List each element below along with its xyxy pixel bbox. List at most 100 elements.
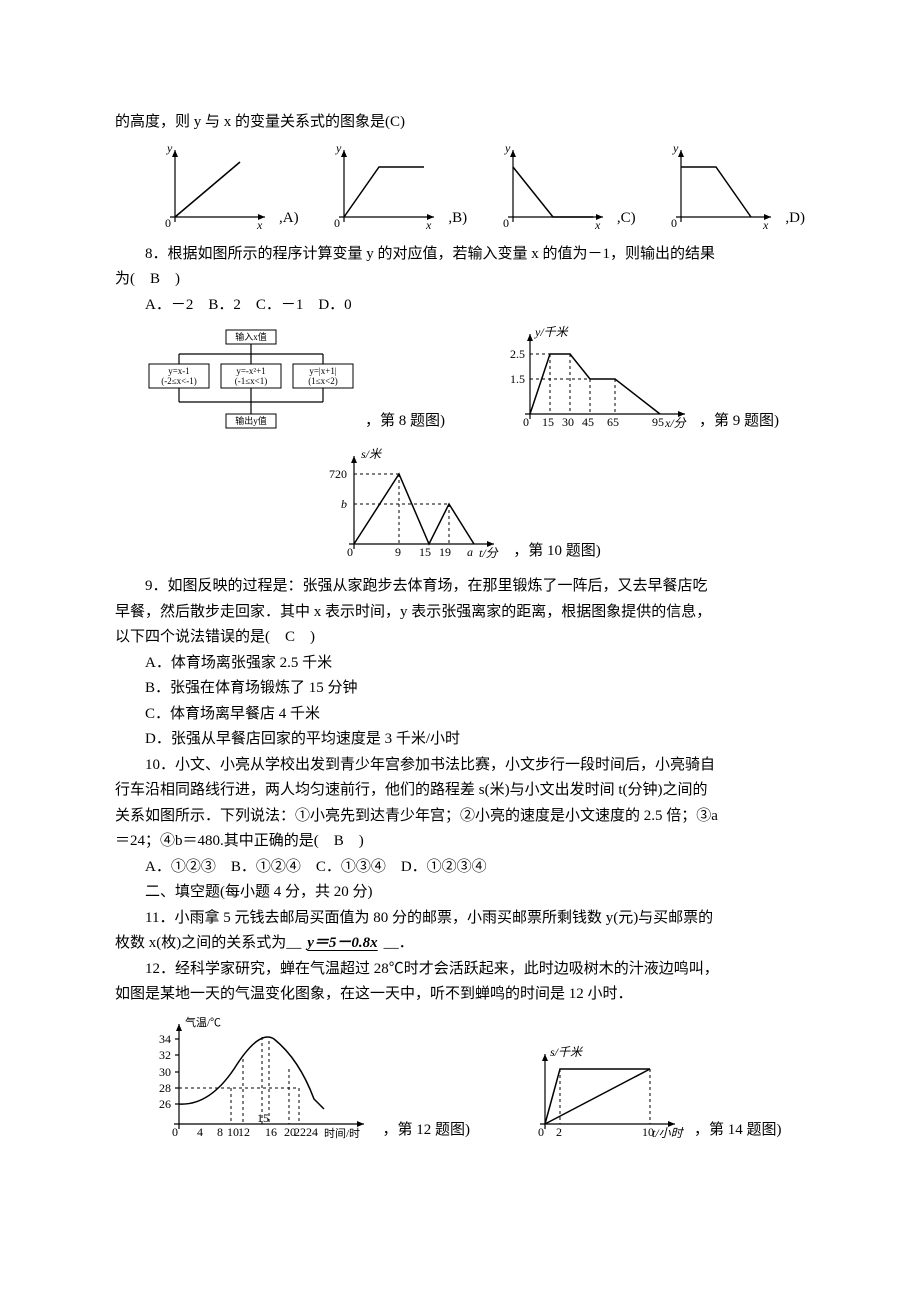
graph-d-caption: ,D) (785, 206, 805, 232)
q8-q9-figure-row: 输入x值 输出y值 y=x-1 (-2≤x<-1) y=-x²+1 (-1≤x<… (115, 324, 805, 434)
svg-text:30: 30 (159, 1065, 171, 1079)
q10-graph: s/米 t/分 720 b 0 9 15 19 a (319, 444, 509, 564)
svg-text:0: 0 (172, 1125, 178, 1139)
q12-x-label: 时间/时 (324, 1127, 360, 1140)
svg-text:10: 10 (642, 1125, 654, 1139)
q10-y-label: s/米 (361, 447, 383, 461)
q11-answer: y＝5－0.8x (301, 935, 383, 951)
flow-out: 输出y值 (235, 415, 267, 426)
svg-text:y=|x+1|: y=|x+1| (309, 366, 336, 376)
q8-figure-wrap: 输入x值 输出y值 y=x-1 (-2≤x<-1) y=-x²+1 (-1≤x<… (141, 324, 445, 434)
graph-c: y x 0 (493, 142, 613, 232)
panel-c: y x 0 ,C) (493, 142, 636, 232)
q9-opt-a: A．体育场离张强家 2.5 千米 (115, 651, 805, 677)
q7-choice-graphs: y x 0 ,A) y x 0 ,B) (155, 142, 805, 232)
q8-stem-1: 8．根据如图所示的程序计算变量 y 的对应值，若输入变量 x 的值为－1，则输出… (115, 242, 805, 268)
q10-stem-3: 关系如图所示．下列说法：①小亮先到达青少年宫；②小亮的速度是小文速度的 2.5 … (115, 804, 805, 830)
origin-label: 0 (165, 216, 171, 230)
svg-text:y: y (504, 142, 511, 155)
svg-text:19: 19 (439, 545, 451, 559)
q14-y-label: s/千米 (550, 1045, 584, 1059)
q9-figure-wrap: y/千米 x/分 2.5 1.5 0 15 30 45 65 (495, 324, 779, 434)
svg-text:(-2≤x<-1): (-2≤x<-1) (161, 376, 197, 386)
q12-stem-1: 12．经科学家研究，蝉在气温超过 28℃时才会活跃起来，此时边吸树木的汁液边鸣叫… (115, 957, 805, 983)
q12-caption: ，第 12 题图) (383, 1118, 471, 1144)
svg-text:9: 9 (395, 545, 401, 559)
q11-stem-2a: 枚数 x(枚)之间的关系式为__ (115, 935, 301, 951)
svg-text:x: x (425, 218, 432, 232)
q10-x-label: t/分 (479, 546, 499, 560)
graph-d: y x 0 (661, 142, 781, 232)
svg-text:15: 15 (542, 415, 554, 429)
svg-text:y=x-1: y=x-1 (168, 366, 190, 376)
svg-text:8: 8 (217, 1125, 223, 1139)
q14-figure-wrap: s/千米 t/小时 0 2 10 ，第 14 题图) (520, 1044, 782, 1144)
q12-y-label: 气温/℃ (185, 1015, 221, 1029)
q9-y-label: y/千米 (534, 325, 570, 339)
q10-options: A．①②③ B．①②④ C．①③④ D．①②③④ (115, 855, 805, 881)
q12-graph: 气温/℃ 时间/时 34 32 30 28 26 (139, 1014, 379, 1144)
q10-caption: ，第 10 题图) (513, 539, 601, 565)
svg-text:15: 15 (419, 545, 431, 559)
svg-text:y=-x²+1: y=-x²+1 (236, 366, 265, 376)
q11-stem-1: 11．小雨拿 5 元钱去邮局买面值为 80 分的邮票，小雨买邮票所剩钱数 y(元… (115, 906, 805, 932)
svg-text:0: 0 (503, 216, 509, 230)
y-label: y (166, 142, 173, 155)
graph-a-caption: ,A) (279, 206, 299, 232)
svg-text:0: 0 (334, 216, 340, 230)
svg-text:12: 12 (238, 1125, 250, 1139)
svg-text:65: 65 (607, 415, 619, 429)
panel-d: y x 0 ,D) (661, 142, 805, 232)
q12-q14-figure-row: 气温/℃ 时间/时 34 32 30 28 26 (115, 1014, 805, 1144)
svg-text:720: 720 (329, 467, 347, 481)
q14-graph: s/千米 t/小时 0 2 10 (520, 1044, 690, 1144)
flow-in: 输入x值 (235, 331, 267, 342)
svg-text:0: 0 (671, 216, 677, 230)
x-label: x (256, 218, 263, 232)
svg-text:y: y (672, 142, 679, 155)
svg-text:24: 24 (306, 1125, 318, 1139)
q10-figure-row: s/米 t/分 720 b 0 9 15 19 a ，第 10 题图) (115, 444, 805, 564)
section-2-heading: 二、填空题(每小题 4 分，共 20 分) (115, 880, 805, 906)
svg-text:0: 0 (347, 545, 353, 559)
svg-text:45: 45 (582, 415, 594, 429)
svg-text:15: 15 (257, 1111, 269, 1125)
q14-caption: ，第 14 题图) (694, 1118, 782, 1144)
svg-text:(1≤x<2): (1≤x<2) (308, 376, 338, 386)
q9-opt-c: C．体育场离早餐店 4 千米 (115, 702, 805, 728)
svg-text:34: 34 (159, 1032, 171, 1046)
q9-opt-d: D．张强从早餐店回家的平均速度是 3 千米/小时 (115, 727, 805, 753)
q9-opt-b: B．张强在体育场锻炼了 15 分钟 (115, 676, 805, 702)
q12-figure-wrap: 气温/℃ 时间/时 34 32 30 28 26 (139, 1014, 471, 1144)
panel-b: y x 0 ,B) (324, 142, 467, 232)
panel-a: y x 0 ,A) (155, 142, 299, 232)
svg-text:x: x (594, 218, 601, 232)
q10-stem-4: ＝24；④b＝480.其中正确的是( B ) (115, 829, 805, 855)
svg-text:0: 0 (523, 415, 529, 429)
q10-stem-1: 10．小文、小亮从学校出发到青少年宫参加书法比赛，小文步行一段时间后，小亮骑自 (115, 753, 805, 779)
graph-c-caption: ,C) (617, 206, 636, 232)
svg-text:2: 2 (556, 1125, 562, 1139)
q9-caption: ，第 9 题图) (699, 409, 779, 435)
svg-text:x: x (762, 218, 769, 232)
q7-tail: 的高度，则 y 与 x 的变量关系式的图象是(C) (115, 110, 805, 136)
q11-stem-2: 枚数 x(枚)之间的关系式为__y＝5－0.8x__． (115, 931, 805, 957)
svg-text:22: 22 (294, 1125, 306, 1139)
svg-text:(-1≤x<1): (-1≤x<1) (235, 376, 268, 386)
q11-stem-2b: __． (384, 935, 414, 951)
svg-text:30: 30 (562, 415, 574, 429)
svg-text:2.5: 2.5 (510, 347, 525, 361)
q8-flowchart: 输入x值 输出y值 y=x-1 (-2≤x<-1) y=-x²+1 (-1≤x<… (141, 324, 361, 434)
svg-text:y: y (335, 142, 342, 155)
q9-x-label: x/分 (664, 416, 687, 430)
q14-x-label: t/小时 (652, 1126, 685, 1140)
q9-graph: y/千米 x/分 2.5 1.5 0 15 30 45 65 (495, 324, 695, 434)
svg-text:16: 16 (265, 1125, 277, 1139)
q8-caption: ，第 8 题图) (365, 409, 445, 435)
svg-text:a: a (467, 545, 473, 559)
svg-text:b: b (341, 497, 347, 511)
graph-b-caption: ,B) (448, 206, 467, 232)
svg-text:4: 4 (197, 1125, 203, 1139)
q9-stem-1: 9．如图反映的过程是：张强从家跑步去体育场，在那里锻炼了一阵后，又去早餐店吃 (115, 574, 805, 600)
svg-text:95: 95 (652, 415, 664, 429)
